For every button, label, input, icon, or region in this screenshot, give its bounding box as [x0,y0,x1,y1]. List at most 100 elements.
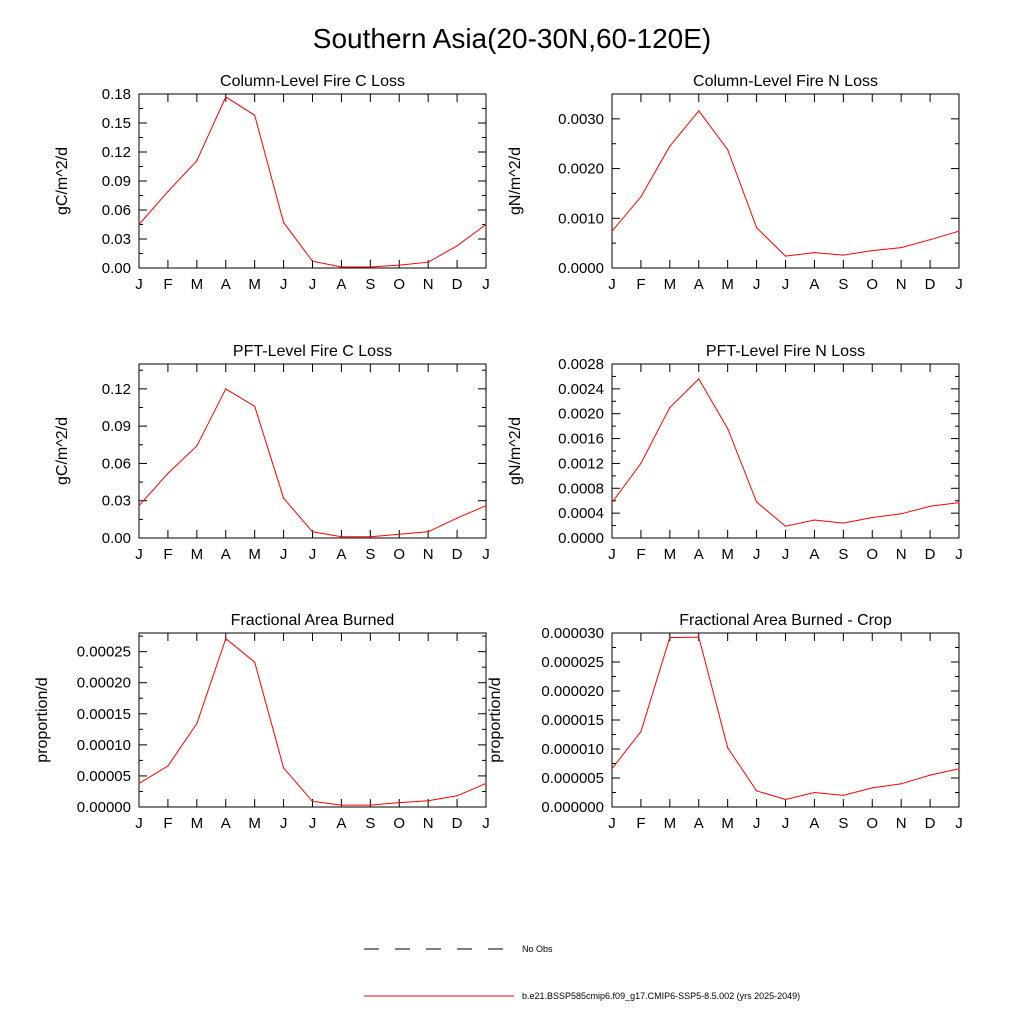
data-point [254,405,256,407]
x-tick-label: N [896,815,907,832]
data-point [900,247,902,249]
x-tick-label: A [694,276,704,293]
data-point [669,637,671,639]
y-tick-label: 0.000010 [541,741,604,758]
data-point [813,791,816,794]
x-tick-label: J [955,276,963,293]
series-line [611,110,960,257]
x-tick-label: A [221,815,231,832]
y-tick-label: 0.000020 [541,683,604,700]
data-point [485,505,487,507]
data-point [456,517,458,519]
x-tick-label: M [248,815,261,832]
data-point [698,378,700,380]
legend-label-no-obs: No Obs [522,944,553,954]
plot-frame [611,93,960,269]
y-tick-label: 0.09 [102,418,131,435]
x-tick-label: A [221,546,231,563]
data-point [842,794,844,797]
data-point [900,783,902,785]
plot-frame [611,632,960,808]
chart-panel-5: J F M A M J J A S O N D J0.000000.000050.000100.0001… [34,612,490,832]
chart-panel-4: J F M A M J J A S O N D J0.00000.00040.00080.00120.0… [507,343,963,563]
x-tick-label: A [336,276,346,293]
y-tick-label: 0.000030 [541,625,604,642]
data-point [640,462,642,465]
y-tick-label: 0.0028 [558,356,604,373]
panel-title: Fractional Area Burned [231,612,395,629]
x-tick-label: M [248,546,261,563]
data-point [813,519,816,521]
data-point [929,505,931,507]
data-point [398,264,400,266]
y-tick-label: 0.00025 [77,644,131,661]
x-tick-label: J [753,815,761,832]
y-tick-label: 0.09 [102,173,131,190]
y-axis-label: gN/m^2/d [507,417,524,485]
x-tick-label: F [163,276,172,293]
series-line [138,388,487,538]
data-point [456,245,458,247]
y-tick-label: 0.0020 [558,161,604,178]
data-point [698,110,700,112]
x-tick-label: M [721,546,734,563]
y-tick-label: 0.0000 [558,260,604,277]
y-tick-label: 0.15 [102,115,131,132]
x-tick-label: D [925,815,936,832]
y-tick-label: 0.0010 [558,210,604,227]
x-tick-label: M [664,546,677,563]
x-tick-label: N [423,815,434,832]
data-point [842,522,844,524]
x-tick-label: A [809,546,819,563]
x-tick-label: M [664,276,677,293]
x-tick-label: D [452,815,463,832]
x-tick-label: J [608,546,616,563]
y-tick-label: 0.00020 [77,675,131,692]
data-point [611,501,613,504]
y-axis-label: gC/m^2/d [54,147,71,215]
panel-title: Fractional Area Burned - Crop [679,612,892,629]
y-axis-label: proportion/d [487,677,504,762]
x-tick-label: M [191,546,204,563]
legend-label-model: b.e21.BSSP585cmip6.f09_g17.CMIP6-SSP5-8.… [522,991,800,1001]
panels: J F M A M J J A S O N D J0.000.030.060.090.120.150.1… [34,73,963,832]
data-point [871,516,873,519]
x-tick-label: M [721,276,734,293]
data-point [167,765,169,767]
data-point [900,513,902,515]
x-tick-label: S [838,815,848,832]
x-tick-label: A [809,276,819,293]
x-tick-label: A [221,276,231,293]
x-tick-label: F [636,815,645,832]
x-tick-label: J [782,276,790,293]
x-tick-label: A [336,815,346,832]
data-point [755,227,758,229]
data-point [311,800,314,803]
data-point [225,637,227,640]
x-tick-label: F [636,546,645,563]
x-tick-label: O [393,815,405,832]
data-point [167,191,169,193]
panel-title: PFT-Level Fire N Loss [706,343,865,360]
x-tick-label: J [135,815,143,832]
x-tick-label: A [694,815,704,832]
data-point [958,230,960,232]
y-tick-label: 0.0030 [558,111,604,128]
data-point [196,160,198,162]
y-tick-label: 0.000005 [541,770,604,787]
data-point [282,497,285,499]
y-tick-label: 0.12 [102,381,131,398]
x-tick-label: O [393,276,405,293]
x-tick-label: J [608,815,616,832]
x-tick-label: D [452,276,463,293]
y-tick-label: 0.00010 [77,737,131,754]
x-tick-label: O [393,546,405,563]
data-point [369,804,371,806]
x-tick-label: M [721,815,734,832]
data-point [727,149,729,151]
x-tick-label: F [163,815,172,832]
data-point [138,505,140,507]
y-tick-label: 0.0004 [558,505,604,522]
y-tick-label: 0.00 [102,530,131,547]
